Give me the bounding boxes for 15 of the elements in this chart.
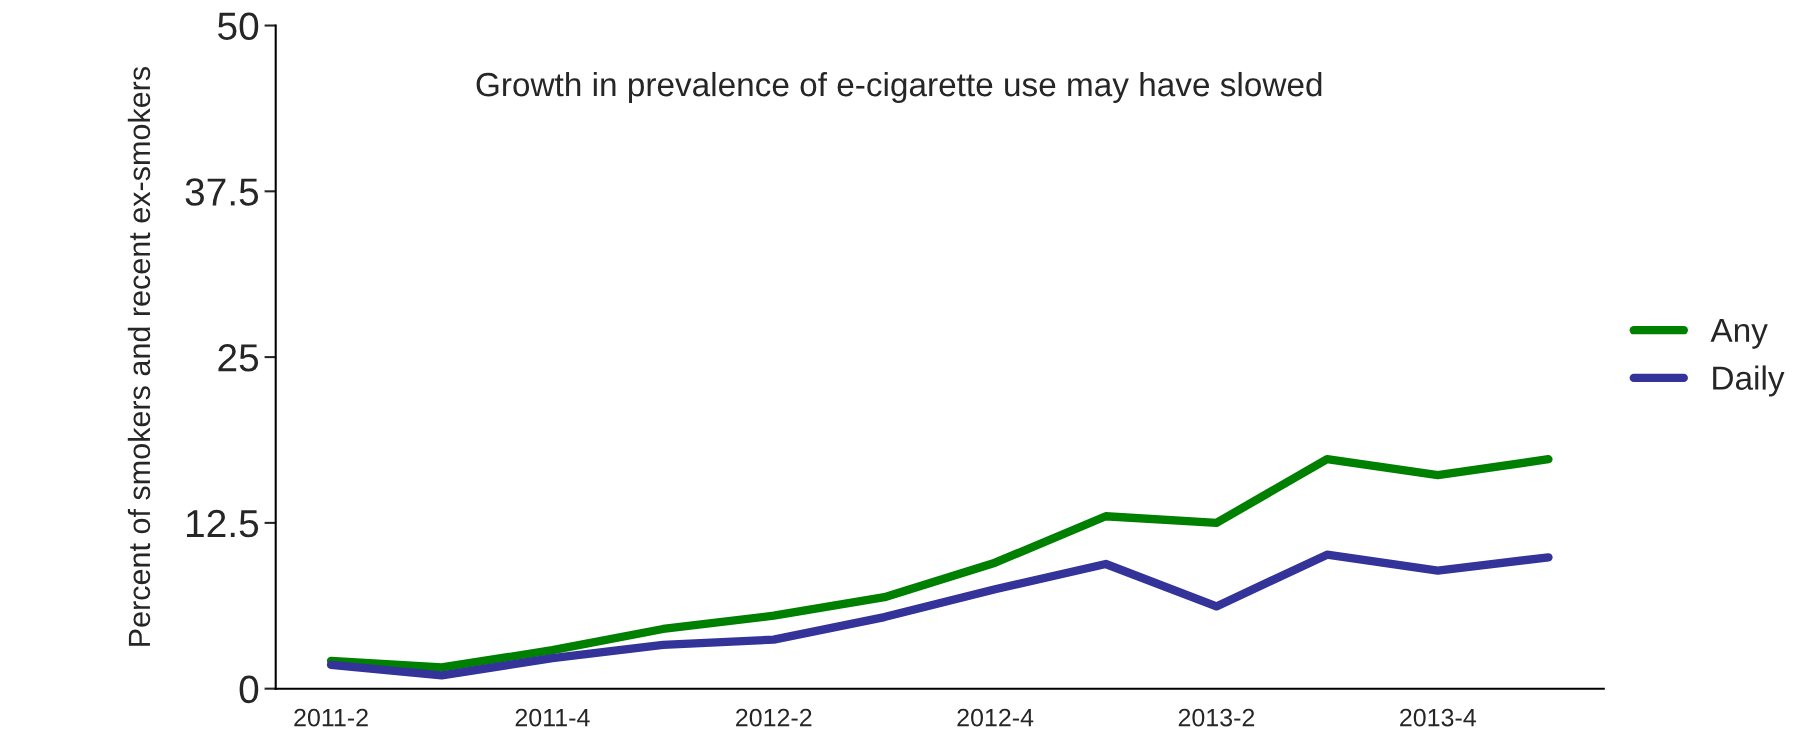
text: Growth in prevalence of e-cigarette use may have slowed [476,71,1322,104]
y-tick-label: 0 [239,675,259,704]
x-tick-label: 2011-2 [294,708,368,727]
x-tick-label: 2012-4 [957,708,1034,727]
y-axis-title: Percent of smokers and recent ex-smokers [127,66,151,646]
legend-label: Daily [1713,365,1785,397]
y-tick-label: 50 [218,12,259,41]
legend-label: Any [1710,318,1768,349]
x-tick-label: 2011-4 [515,708,590,727]
x-tick-label: 2012-2 [736,708,812,727]
y-tick-label: 37.5 [185,178,259,206]
x-tick-label: 2013-4 [1400,708,1476,727]
x-tick-label: 2013-2 [1178,708,1255,727]
y-tick-label: 12.5 [187,509,259,538]
y-tick-label: 25 [218,344,259,372]
